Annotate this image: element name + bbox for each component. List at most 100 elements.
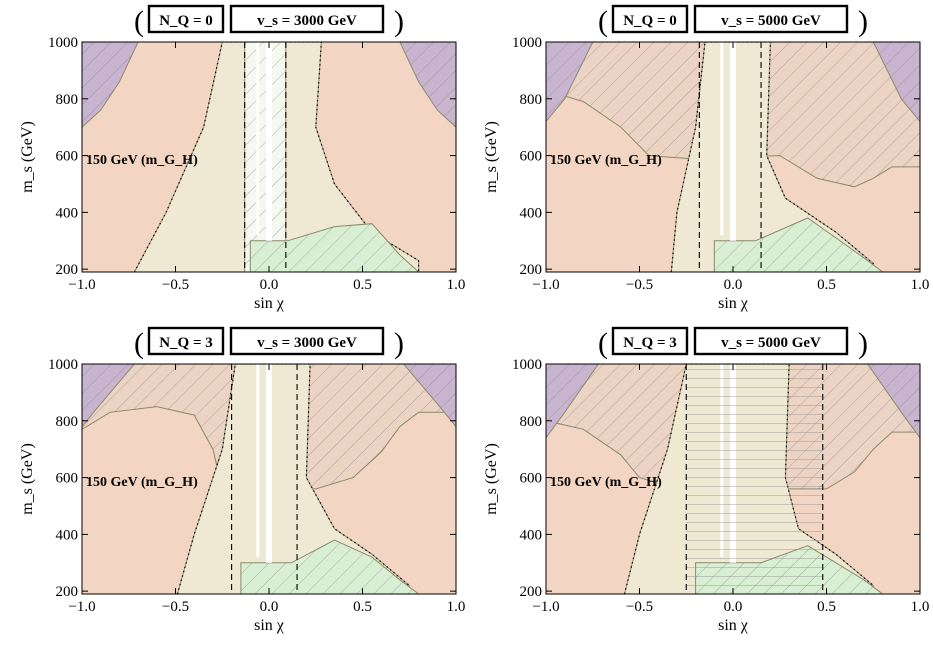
nq-box xyxy=(611,4,689,34)
y-tick-label: 1000 xyxy=(512,357,542,373)
x-tick-label: −1.0 xyxy=(68,277,95,293)
left-paren: ( xyxy=(134,5,144,38)
hatch-corner-left xyxy=(82,364,135,427)
chart-panel-4: −1.0 −0.5 0.0 0.5 1.0 200 400 600 800 1000 sin χ m_… xyxy=(483,326,930,634)
x-tick-label: −1.0 xyxy=(68,599,95,615)
y-tick-label: 200 xyxy=(520,584,543,600)
x-tick-label: 0.5 xyxy=(353,277,372,293)
vs-label: v_s = 3000 GeV xyxy=(257,13,357,29)
nq-box xyxy=(147,4,225,34)
vs-box xyxy=(693,326,849,356)
chart-panel-1: −1.0 −0.5 0.0 0.5 1.0 200 400 600 800 1000 sin χ m_… xyxy=(19,4,466,312)
plot-area xyxy=(82,364,456,594)
x-axis-label: sin χ xyxy=(718,617,749,634)
y-tick-label: 400 xyxy=(56,205,79,221)
vs-box xyxy=(693,4,849,34)
nq-label: N_Q = 0 xyxy=(623,13,677,29)
hatch-corner-right xyxy=(403,364,456,427)
nq-label: N_Q = 3 xyxy=(623,335,677,351)
hatch-corner-right xyxy=(867,364,920,438)
mass-label: 150 GeV (m_G_H) xyxy=(550,475,662,490)
x-tick-label: 0.5 xyxy=(817,599,836,615)
right-paren: ) xyxy=(858,327,868,360)
nq-box xyxy=(611,326,689,356)
mass-label: 150 GeV (m_G_H) xyxy=(86,153,198,168)
mass-label: 150 GeV (m_G_H) xyxy=(550,153,662,168)
right-paren: ) xyxy=(394,327,404,360)
y-tick-label: 800 xyxy=(520,92,543,108)
y-tick-label: 600 xyxy=(520,471,543,487)
hatch-corner-left xyxy=(546,42,593,122)
hatch-corner-right xyxy=(399,42,456,128)
chart-panel-3: −1.0 −0.5 0.0 0.5 1.0 200 400 600 800 1000 sin χ m_… xyxy=(19,326,466,634)
left-paren: ( xyxy=(134,327,144,360)
x-tick-label: −0.5 xyxy=(162,277,189,293)
y-tick-label: 800 xyxy=(56,414,79,430)
x-axis-label: sin χ xyxy=(254,617,285,634)
hatch-green-hatch xyxy=(714,218,883,272)
plot-area xyxy=(546,364,920,594)
vs-label: v_s = 5000 GeV xyxy=(721,13,821,29)
y-tick-label: 200 xyxy=(56,262,79,278)
x-tick-label: −1.0 xyxy=(532,599,559,615)
vs-label: v_s = 5000 GeV xyxy=(721,335,821,351)
y-tick-label: 200 xyxy=(520,262,543,278)
left-paren: ( xyxy=(598,5,608,38)
x-tick-label: 0.0 xyxy=(260,599,279,615)
x-tick-label: −1.0 xyxy=(532,277,559,293)
x-tick-label: 1.0 xyxy=(911,277,930,293)
hatch-green-hatch xyxy=(240,540,419,594)
x-tick-label: −0.5 xyxy=(626,277,653,293)
x-axis-label: sin χ xyxy=(254,295,285,312)
y-axis-label: m_s (GeV) xyxy=(19,121,36,193)
plot-area xyxy=(546,42,920,272)
x-tick-label: 0.0 xyxy=(724,277,743,293)
nq-label: N_Q = 3 xyxy=(159,335,213,351)
y-tick-label: 200 xyxy=(56,584,79,600)
y-tick-label: 400 xyxy=(56,527,79,543)
y-tick-label: 600 xyxy=(520,149,543,165)
x-tick-label: −0.5 xyxy=(626,599,653,615)
hatch-corner-right xyxy=(873,42,920,122)
horizontal-hatch-region xyxy=(686,364,823,594)
dotted-boundary xyxy=(623,364,874,594)
y-tick-label: 1000 xyxy=(48,35,78,51)
x-tick-label: 0.5 xyxy=(817,277,836,293)
plot-area xyxy=(82,42,456,272)
y-tick-label: 600 xyxy=(56,471,79,487)
hatch-corner-left xyxy=(82,42,139,128)
y-axis-label: m_s (GeV) xyxy=(483,443,500,515)
hatch-green-hatch xyxy=(250,223,419,272)
hatch-corner-left xyxy=(546,364,599,438)
nq-box xyxy=(147,326,225,356)
y-tick-label: 800 xyxy=(520,414,543,430)
y-tick-label: 400 xyxy=(520,205,543,221)
vs-box xyxy=(229,4,385,34)
right-paren: ) xyxy=(394,5,404,38)
left-paren: ( xyxy=(598,327,608,360)
y-tick-label: 800 xyxy=(56,92,79,108)
dotted-boundary xyxy=(176,364,410,594)
x-axis-label: sin χ xyxy=(718,295,749,312)
y-tick-label: 600 xyxy=(56,149,79,165)
hatch-light-band xyxy=(244,42,286,272)
x-tick-label: 0.5 xyxy=(353,599,372,615)
y-tick-label: 400 xyxy=(520,527,543,543)
right-paren: ) xyxy=(858,5,868,38)
vs-label: v_s = 3000 GeV xyxy=(257,335,357,351)
y-axis-label: m_s (GeV) xyxy=(19,443,36,515)
x-tick-label: 0.0 xyxy=(724,599,743,615)
y-tick-label: 1000 xyxy=(512,35,542,51)
y-axis-label: m_s (GeV) xyxy=(483,121,500,193)
chart-panel-2: −1.0 −0.5 0.0 0.5 1.0 200 400 600 800 1000 sin χ m_… xyxy=(483,4,930,312)
nq-label: N_Q = 0 xyxy=(159,13,213,29)
x-tick-label: 1.0 xyxy=(447,599,466,615)
x-tick-label: 1.0 xyxy=(447,277,466,293)
y-tick-label: 1000 xyxy=(48,357,78,373)
mass-label: 150 GeV (m_G_H) xyxy=(86,475,198,490)
x-tick-label: 0.0 xyxy=(260,277,279,293)
x-tick-label: −0.5 xyxy=(162,599,189,615)
vs-box xyxy=(229,326,385,356)
x-tick-label: 1.0 xyxy=(911,599,930,615)
